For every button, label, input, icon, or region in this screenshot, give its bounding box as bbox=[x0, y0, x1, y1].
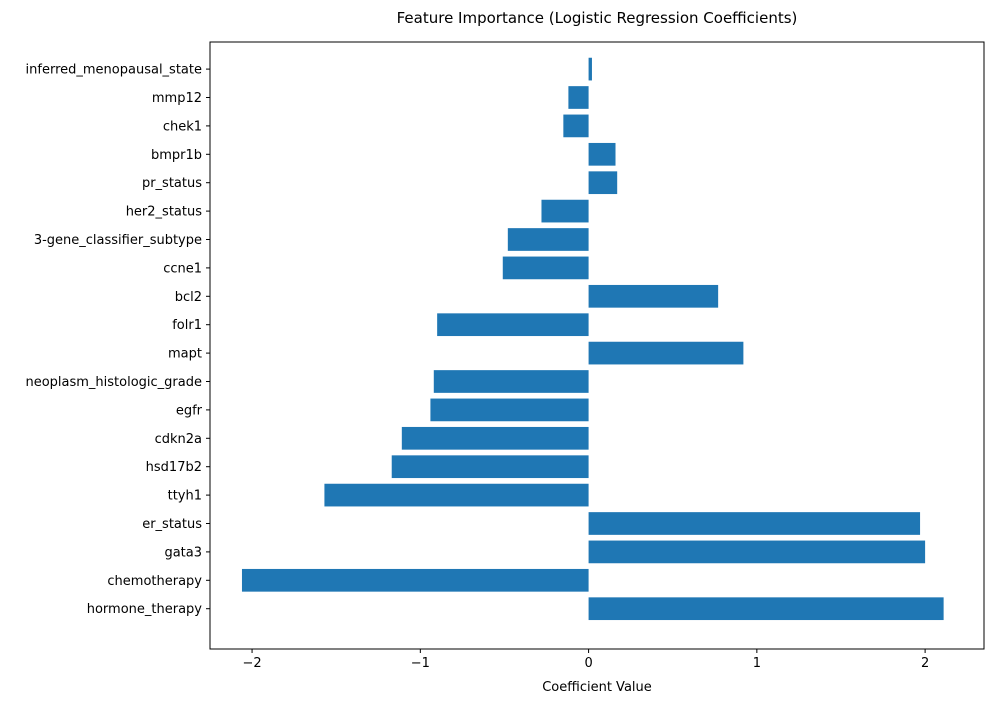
y-tick-label: hormone_therapy bbox=[87, 602, 203, 617]
bar-neoplasm_histologic_grade bbox=[433, 370, 589, 393]
x-tick-label: −2 bbox=[242, 656, 261, 671]
bar-inferred_menopausal_state bbox=[588, 57, 592, 81]
bar-mapt bbox=[588, 341, 744, 365]
y-tick-label: mapt bbox=[168, 347, 202, 362]
bar-mmp12 bbox=[568, 86, 589, 109]
bar-ttyh1 bbox=[324, 483, 589, 507]
bar-gata3 bbox=[588, 540, 926, 564]
y-tick-label: egfr bbox=[176, 403, 203, 418]
y-tick-label: bmpr1b bbox=[151, 148, 202, 163]
bar-hormone_therapy bbox=[588, 597, 944, 621]
bar-3-gene_classifier_subtype bbox=[507, 228, 589, 251]
bar-bmpr1b bbox=[588, 142, 616, 166]
x-tick-label: 2 bbox=[921, 656, 929, 671]
bar-cdkn2a bbox=[401, 426, 589, 450]
bar-er_status bbox=[588, 512, 921, 535]
bar-her2_status bbox=[541, 199, 589, 223]
x-axis: −2 −1 0 1 2 bbox=[242, 649, 929, 671]
y-tick-label: inferred_menopausal_state bbox=[26, 63, 202, 78]
y-tick-label: er_status bbox=[142, 517, 202, 532]
y-tick-label: ccne1 bbox=[163, 261, 202, 276]
bar-pr_status bbox=[588, 171, 618, 195]
y-tick-label: folr1 bbox=[172, 318, 202, 333]
x-tick-label: 1 bbox=[753, 656, 761, 671]
y-tick-label: 3-gene_classifier_subtype bbox=[34, 233, 202, 248]
plot-frame bbox=[209, 41, 985, 650]
bars-group bbox=[241, 57, 944, 621]
y-axis: hormone_therapy chemotherapy gata3 er_statu… bbox=[25, 63, 210, 617]
bar-ccne1 bbox=[502, 256, 589, 280]
y-tick-label: neoplasm_histologic_grade bbox=[25, 375, 202, 390]
y-tick-label: mmp12 bbox=[152, 91, 202, 106]
y-tick-label: gata3 bbox=[164, 545, 202, 560]
y-tick-label: cdkn2a bbox=[155, 432, 202, 447]
y-tick-label: her2_status bbox=[126, 205, 203, 220]
y-tick-label: ttyh1 bbox=[168, 489, 202, 504]
chart-title: Feature Importance (Logistic Regression … bbox=[397, 9, 798, 27]
bar-hsd17b2 bbox=[391, 455, 589, 479]
y-tick-label: chek1 bbox=[163, 119, 202, 134]
bar-chemotherapy bbox=[241, 568, 589, 592]
y-tick-label: hsd17b2 bbox=[146, 460, 202, 475]
y-tick-label: pr_status bbox=[142, 176, 202, 191]
x-tick-label: −1 bbox=[411, 656, 430, 671]
y-tick-label: chemotherapy bbox=[107, 574, 202, 589]
bar-bcl2 bbox=[588, 284, 719, 308]
x-axis-label: Coefficient Value bbox=[542, 680, 652, 695]
x-tick-label: 0 bbox=[584, 656, 592, 671]
y-tick-label: bcl2 bbox=[175, 290, 202, 305]
bar-egfr bbox=[430, 398, 589, 422]
bar-chek1 bbox=[563, 114, 589, 138]
bar-folr1 bbox=[437, 313, 589, 337]
